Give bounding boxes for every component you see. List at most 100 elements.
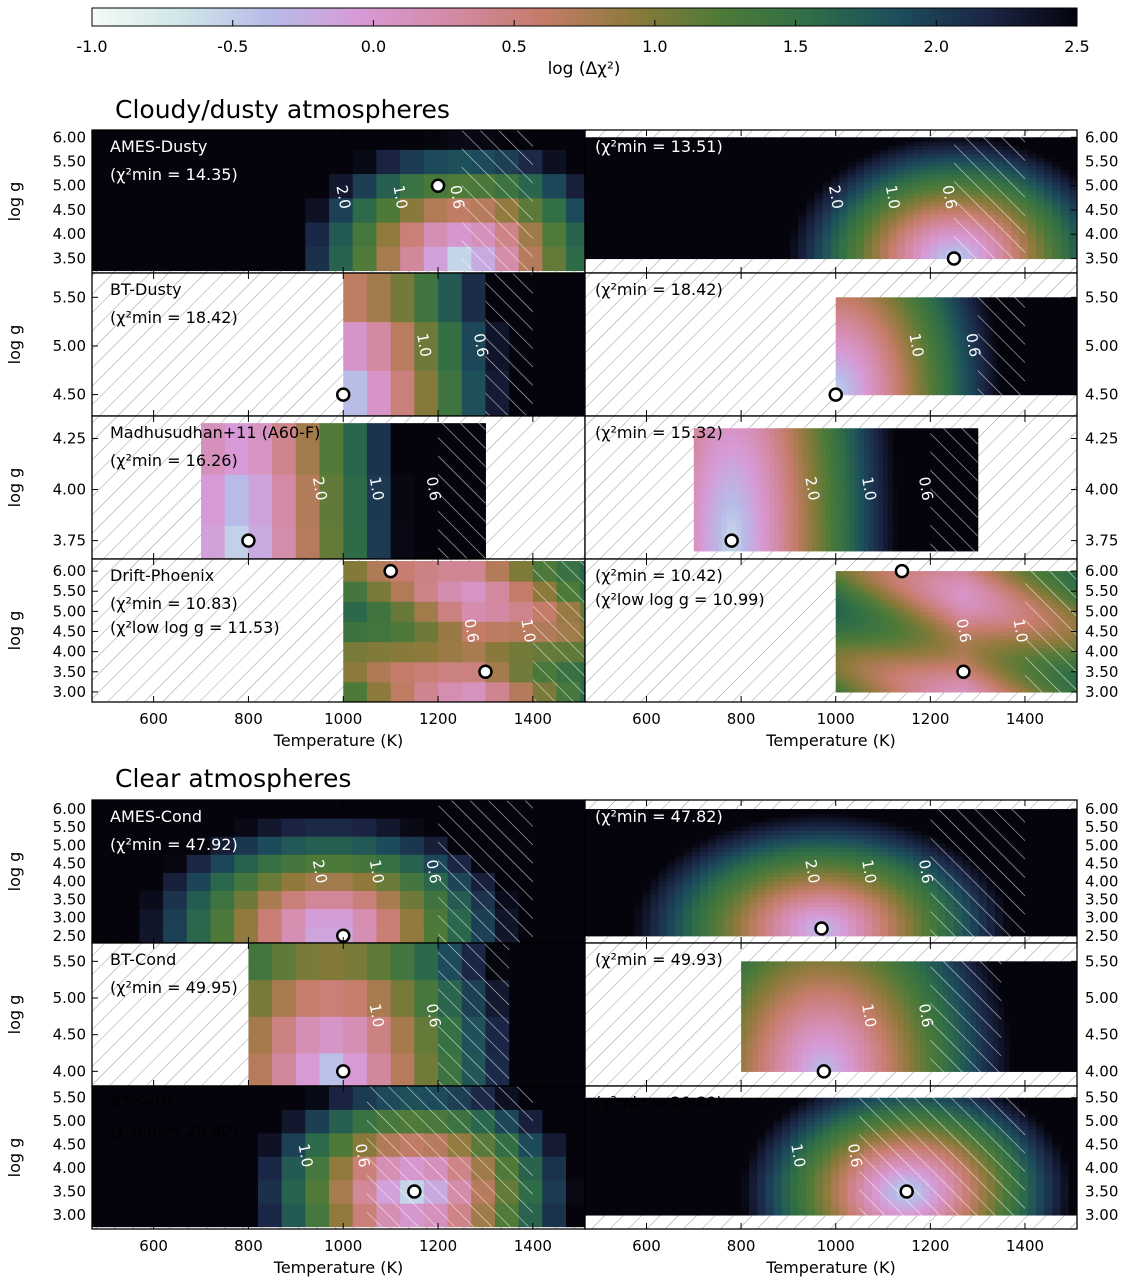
heatmap-cell bbox=[892, 303, 897, 308]
heatmap-cell bbox=[859, 358, 865, 363]
heatmap-cell bbox=[764, 522, 771, 527]
heatmap-cell bbox=[924, 307, 929, 311]
heatmap-cell bbox=[667, 254, 676, 260]
heatmap-cell bbox=[932, 362, 937, 367]
heatmap-cell bbox=[712, 505, 719, 511]
heatmap-cell bbox=[960, 303, 966, 308]
heatmap-cell bbox=[593, 161, 602, 167]
heatmap-cell bbox=[847, 345, 853, 350]
heatmap-cell bbox=[788, 485, 794, 491]
heatmap-cell bbox=[675, 137, 684, 142]
heatmap-cell bbox=[295, 525, 321, 559]
heatmap-cell bbox=[716, 145, 725, 150]
heatmap-cell bbox=[831, 522, 837, 527]
heatmap-cell bbox=[760, 526, 766, 531]
heatmap-cell bbox=[757, 157, 766, 163]
heatmap-cell bbox=[904, 197, 914, 203]
heatmap-cell bbox=[1056, 378, 1062, 383]
heatmap-cell bbox=[879, 355, 885, 360]
heatmap-cell bbox=[617, 226, 627, 231]
heatmap-cell bbox=[839, 375, 845, 379]
heatmap-cell bbox=[956, 336, 961, 341]
heatmap-cell bbox=[968, 310, 974, 315]
heatmap-cell bbox=[802, 501, 808, 507]
heatmap-cell bbox=[793, 497, 799, 503]
heatmap-cell bbox=[683, 201, 693, 207]
heatmap-cell bbox=[1044, 153, 1053, 159]
heatmap-cell bbox=[1060, 310, 1066, 315]
heatmap-cell bbox=[691, 181, 701, 187]
heatmap-cell bbox=[822, 209, 832, 215]
heatmap-cell bbox=[750, 485, 756, 491]
heatmap-cell bbox=[806, 234, 816, 239]
heatmap-cell bbox=[757, 181, 766, 187]
heatmap-cell bbox=[879, 313, 885, 318]
heatmap-cell bbox=[847, 375, 853, 379]
heatmap-cell bbox=[1048, 342, 1054, 347]
heatmap-cell bbox=[896, 336, 901, 341]
heatmap-cell bbox=[642, 201, 652, 207]
heatmap-cell bbox=[675, 222, 684, 227]
heatmap-cell bbox=[1032, 300, 1038, 305]
heatmap-cell bbox=[769, 509, 775, 515]
heatmap-cell bbox=[774, 469, 780, 474]
heatmap-cell bbox=[693, 522, 700, 527]
heatmap-cell bbox=[1052, 193, 1062, 199]
heatmap-cell bbox=[855, 297, 861, 302]
best-fit-marker bbox=[946, 251, 962, 266]
heatmap-cell bbox=[831, 485, 837, 491]
heatmap-cell bbox=[932, 336, 937, 341]
heatmap-cell bbox=[845, 452, 851, 458]
heatmap-cell bbox=[839, 189, 848, 195]
heatmap-cell bbox=[964, 316, 970, 321]
heatmap-cell bbox=[875, 384, 881, 389]
heatmap-cell bbox=[740, 254, 750, 260]
heatmap-cell bbox=[741, 440, 747, 446]
heatmap-cell bbox=[745, 469, 752, 474]
heatmap-cell bbox=[859, 349, 865, 354]
heatmap-cell bbox=[773, 226, 783, 231]
heatmap-cell bbox=[892, 381, 897, 386]
heatmap-cell bbox=[875, 378, 881, 383]
heatmap-cell bbox=[626, 149, 635, 155]
heatmap-cell bbox=[896, 242, 906, 247]
heatmap-cell bbox=[849, 440, 856, 446]
heatmap-cell bbox=[708, 181, 717, 187]
heatmap-cell bbox=[642, 222, 652, 227]
heatmap-cell bbox=[1056, 371, 1062, 376]
heatmap-cell bbox=[896, 355, 901, 360]
heatmap-cell bbox=[822, 193, 832, 199]
heatmap-cell bbox=[821, 534, 827, 540]
heatmap-cell bbox=[839, 371, 845, 376]
heatmap-cell bbox=[745, 538, 752, 544]
heatmap-cell bbox=[855, 352, 861, 357]
heatmap-cell bbox=[1068, 365, 1074, 370]
heatmap-cell bbox=[778, 469, 785, 474]
heatmap-cell bbox=[699, 214, 709, 219]
heatmap-cell bbox=[693, 444, 700, 450]
heatmap-cell bbox=[400, 197, 425, 223]
heatmap-cell bbox=[699, 181, 709, 187]
heatmap-cell bbox=[390, 273, 415, 323]
heatmap-cell bbox=[840, 448, 846, 454]
heatmap-cell bbox=[593, 185, 602, 191]
heatmap-cell bbox=[831, 444, 837, 450]
heatmap-cell bbox=[722, 465, 728, 470]
heatmap-cell bbox=[948, 316, 953, 321]
heatmap-cell bbox=[867, 313, 873, 318]
heatmap-cell bbox=[849, 444, 856, 450]
heatmap-cell bbox=[904, 355, 909, 360]
heatmap-cell bbox=[855, 378, 861, 383]
heatmap-cell bbox=[807, 514, 813, 519]
heatmap-cell bbox=[1036, 381, 1042, 386]
heatmap-cell bbox=[904, 349, 909, 354]
heatmap-cell bbox=[932, 332, 937, 337]
heatmap-cell bbox=[936, 316, 941, 321]
heatmap-cell bbox=[626, 193, 635, 199]
heatmap-cell bbox=[920, 303, 925, 308]
heatmap-cell bbox=[835, 352, 841, 357]
heatmap-cell bbox=[749, 145, 758, 150]
heatmap-cell bbox=[814, 173, 824, 179]
heatmap-cell bbox=[880, 185, 889, 191]
heatmap-cell bbox=[816, 432, 823, 438]
